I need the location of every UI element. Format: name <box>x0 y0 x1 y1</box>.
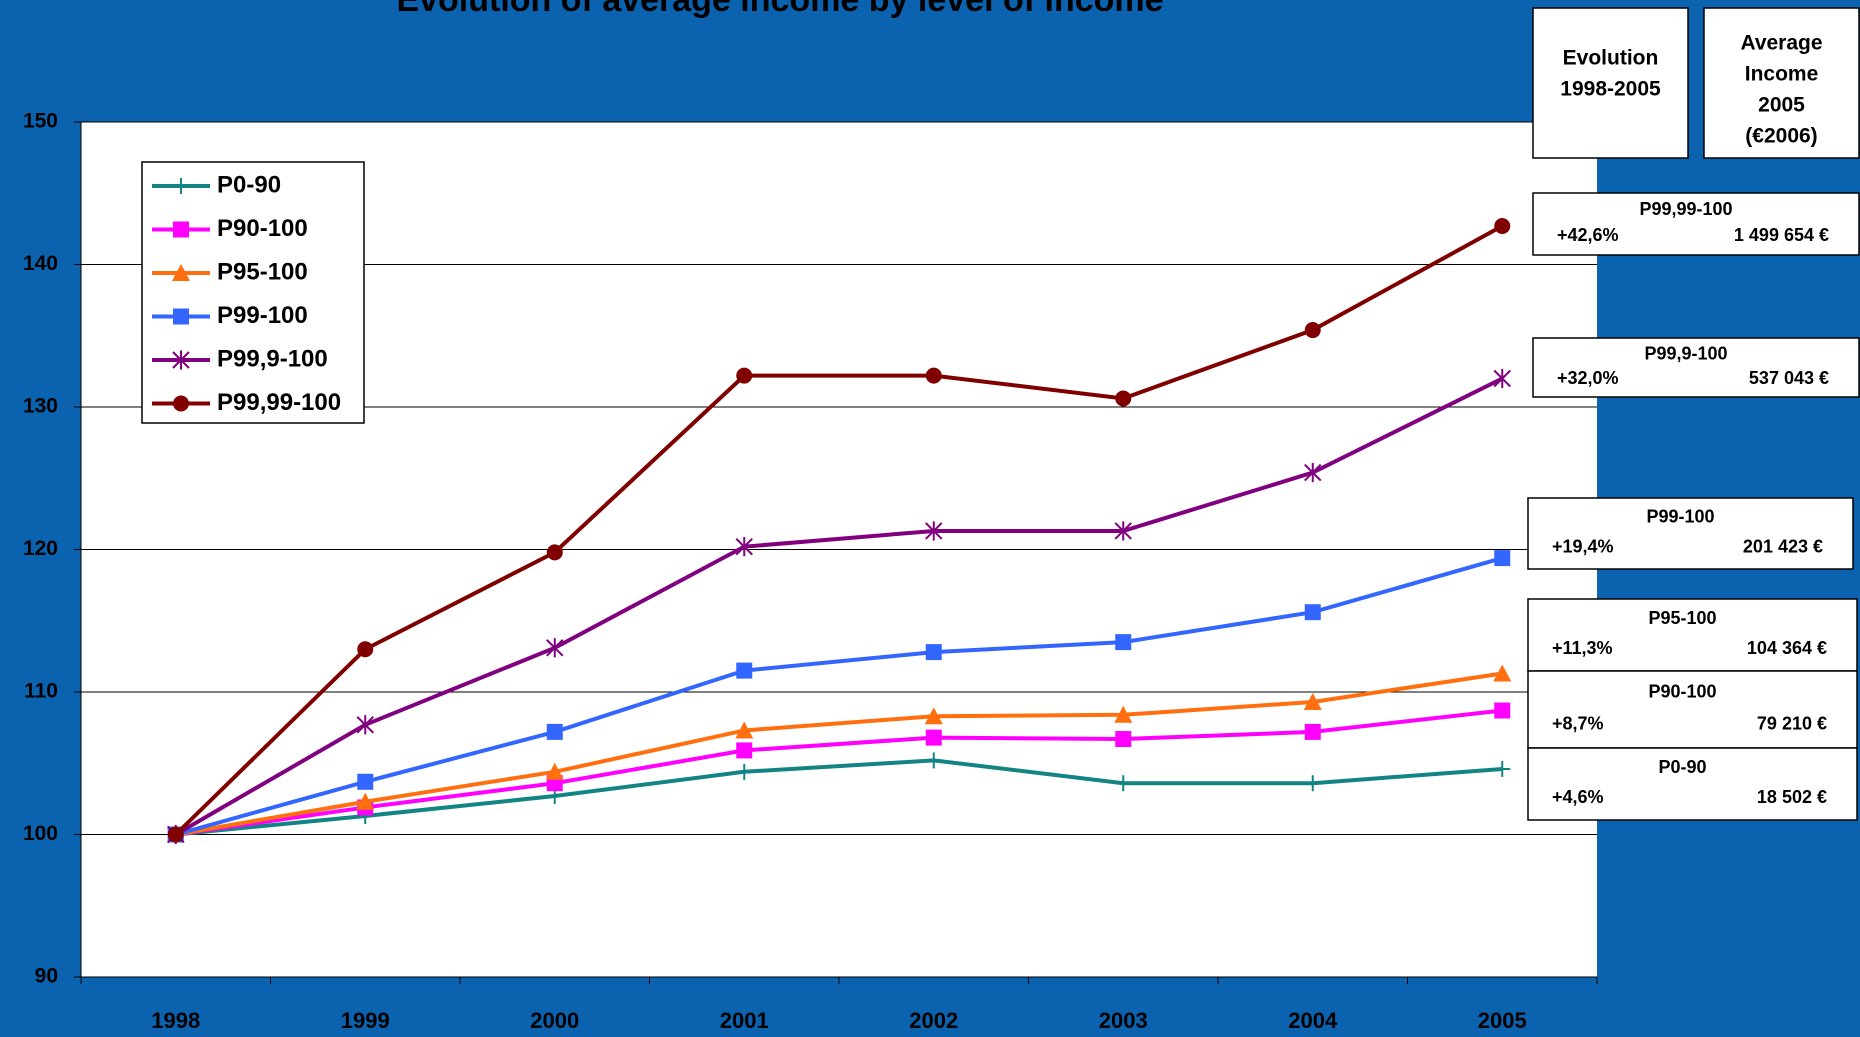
x-tick-label: 2001 <box>720 1008 769 1033</box>
table-evolution: +19,4% <box>1552 536 1614 556</box>
marker-shape <box>1115 731 1131 747</box>
x-tick-label: 2005 <box>1478 1008 1527 1033</box>
table-income: 18 502 € <box>1757 787 1827 807</box>
y-tick-label: 150 <box>23 110 58 133</box>
legend-box <box>142 162 364 423</box>
marker <box>1494 218 1510 234</box>
marker-shape <box>547 544 563 560</box>
table-income: 79 210 € <box>1757 714 1827 734</box>
marker <box>736 663 752 679</box>
marker <box>736 368 752 384</box>
marker <box>926 368 942 384</box>
marker <box>173 309 189 325</box>
marker <box>1115 634 1131 650</box>
marker <box>926 644 942 660</box>
y-tick-label: 140 <box>23 252 58 275</box>
x-tick-label: 2002 <box>909 1008 958 1033</box>
table-evolution: +11,3% <box>1552 638 1613 658</box>
marker-shape <box>926 730 942 746</box>
table-income: 201 423 € <box>1743 536 1823 556</box>
marker <box>173 396 189 412</box>
table-group: P99,9-100 <box>1644 343 1727 363</box>
marker-shape <box>1305 604 1321 620</box>
table-group: P0-90 <box>1658 757 1706 777</box>
marker <box>926 730 942 746</box>
x-tick-label: 2000 <box>530 1008 579 1033</box>
marker <box>173 222 189 238</box>
legend-label: P95-100 <box>217 258 308 285</box>
legend-label: P99,9-100 <box>217 345 328 372</box>
marker-shape <box>1305 322 1321 338</box>
marker <box>168 827 184 843</box>
table-evolution: +32,0% <box>1557 368 1619 388</box>
x-tick-label: 2003 <box>1099 1008 1148 1033</box>
marker <box>736 742 752 758</box>
marker-shape <box>357 641 373 657</box>
marker <box>1115 390 1131 406</box>
legend-label: P0-90 <box>217 171 281 198</box>
marker-shape <box>173 222 189 238</box>
table-income: 1 499 654 € <box>1734 225 1829 245</box>
marker <box>1115 731 1131 747</box>
marker <box>1494 703 1510 719</box>
marker-shape <box>736 663 752 679</box>
marker-shape <box>1494 218 1510 234</box>
table-group: P99,99-100 <box>1639 199 1732 219</box>
chart-title: Evolution of average income by level of … <box>396 0 1163 19</box>
marker-shape <box>926 368 942 384</box>
marker <box>547 544 563 560</box>
marker <box>1305 604 1321 620</box>
marker-shape <box>357 774 373 790</box>
marker-shape <box>173 309 189 325</box>
y-tick-label: 90 <box>35 965 58 988</box>
x-tick-label: 1998 <box>151 1008 200 1033</box>
marker <box>1305 322 1321 338</box>
marker-shape <box>547 724 563 740</box>
table-income: 104 364 € <box>1747 638 1827 658</box>
y-tick-label: 110 <box>24 680 58 703</box>
legend-label: P99,99-100 <box>217 389 341 416</box>
marker <box>547 724 563 740</box>
marker <box>357 774 373 790</box>
marker-shape <box>168 827 184 843</box>
chart: Evolution of average income by level of … <box>0 0 1860 1037</box>
y-tick-label: 130 <box>23 395 58 418</box>
marker-shape <box>1115 634 1131 650</box>
table-income: 537 043 € <box>1749 368 1829 388</box>
x-tick-label: 1999 <box>341 1008 390 1033</box>
y-tick-label: 120 <box>23 537 58 560</box>
marker <box>1494 550 1510 566</box>
table-evolution: +4,6% <box>1552 787 1604 807</box>
table-group: P90-100 <box>1648 681 1716 701</box>
table-evolution: +8,7% <box>1552 714 1604 734</box>
marker <box>357 641 373 657</box>
y-tick-label: 100 <box>23 822 58 845</box>
marker-shape <box>736 742 752 758</box>
table-evolution: +42,6% <box>1557 225 1619 245</box>
legend-label: P90-100 <box>217 215 308 242</box>
marker-shape <box>1115 390 1131 406</box>
marker-shape <box>1305 724 1321 740</box>
marker-shape <box>1494 703 1510 719</box>
table-group: P95-100 <box>1648 608 1716 628</box>
x-tick-label: 2004 <box>1288 1008 1338 1033</box>
marker-shape <box>1494 550 1510 566</box>
legend-label: P99-100 <box>217 302 308 329</box>
marker-shape <box>173 396 189 412</box>
marker-shape <box>736 368 752 384</box>
marker <box>1305 724 1321 740</box>
marker-shape <box>926 644 942 660</box>
table-group: P99-100 <box>1646 507 1714 527</box>
